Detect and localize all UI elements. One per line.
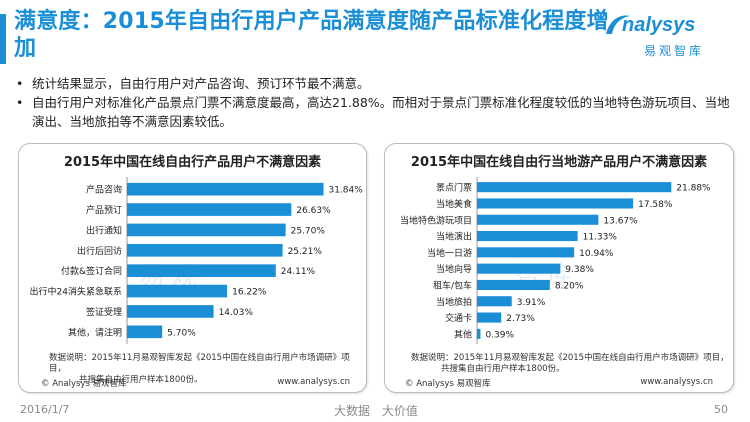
category-label: 产品预订 — [86, 204, 122, 216]
data-label: 13.67% — [603, 216, 638, 226]
chart-title-right: 2015年中国在线自由行当地游产品用户不满意因素 — [410, 155, 708, 170]
summary-bullets: 统计结果显示，自由行用户对产品咨询、预订环节最不满意。 自由行用户对标准化产品景… — [16, 74, 736, 131]
bar — [477, 296, 512, 307]
bar — [477, 214, 599, 225]
footer-slogan-b: 大价值 — [381, 404, 418, 418]
bar — [127, 243, 283, 257]
chart-panel-right: 智库 2015年中国在线自由行当地游产品用户不满意因素 景点门票 21.88% 当地… — [384, 143, 734, 393]
chart-panel-left: 易观 2015年中国在线自由行产品用户不满意因素 产品咨询31.84%产品预订2… — [18, 143, 367, 393]
bar — [127, 182, 324, 196]
data-label: 21.88% — [676, 184, 711, 194]
footer-slogan: 大数据 大价值 — [334, 402, 426, 419]
data-label: 31.84% — [328, 186, 363, 196]
bar — [477, 182, 672, 193]
data-label: 10.94% — [579, 249, 614, 259]
data-label: 25.21% — [288, 247, 323, 257]
bar — [477, 198, 634, 209]
category-label: 出行中24消失紧急联系 — [30, 286, 122, 298]
bar — [127, 203, 292, 216]
data-note-left: 数据说明：2015年11月易观智库发起《2015中国在线自由行用户市场调研》项目… — [49, 353, 366, 386]
data-label: 17.58% — [638, 200, 673, 210]
chart-title-left: 2015年中国在线自由行产品用户不满意因素 — [63, 155, 322, 170]
logo-word: nalysys — [622, 14, 696, 36]
data-label: 8.20% — [555, 281, 584, 291]
data-label: 11.33% — [583, 233, 618, 243]
category-label: 其他，请注明 — [68, 326, 122, 338]
category-label: 付款&签订合同 — [61, 265, 122, 277]
bar — [127, 223, 286, 237]
data-note-line: 共搜集自由行用户样本1800份。 — [441, 364, 565, 374]
data-label: 3.91% — [517, 298, 546, 308]
data-label: 5.70% — [167, 328, 196, 338]
bar — [127, 305, 214, 318]
data-note-line: 共搜集自由行用户样本1800份。 — [79, 375, 203, 385]
data-label: 25.70% — [291, 226, 326, 236]
category-label: 当地向导 — [436, 263, 472, 275]
data-label: 9.38% — [565, 265, 594, 275]
bar — [477, 312, 502, 323]
data-note-right: 数据说明：2015年11月易观智库发起《2015中国在线自由行用户市场调研》项目… — [411, 353, 729, 375]
bar — [127, 284, 228, 298]
category-label: 产品咨询 — [86, 184, 122, 196]
bullet-item: 自由行用户对标准化产品景点门票不满意度最高，高达21.88%。而相对于景点门票标… — [16, 93, 736, 131]
copyright-right: © Analysys 易观智库 — [405, 379, 491, 389]
page-title: 满意度：2015年自由行用户产品满意度随产品标准化程度增加 — [14, 9, 609, 61]
data-label: 14.03% — [219, 308, 254, 318]
category-label: 当地一日游 — [427, 247, 472, 259]
bar — [477, 263, 561, 274]
data-label: 26.63% — [296, 206, 331, 216]
bar — [477, 279, 550, 291]
bar — [477, 328, 481, 339]
bar — [477, 230, 578, 242]
category-label: 当地美食 — [436, 198, 472, 210]
category-label: 当地特色游玩项目 — [400, 214, 472, 226]
copyright-left: © Analysys 易观智库 — [41, 379, 127, 389]
data-label: 0.39% — [485, 330, 514, 340]
url-right: www.analysys.cn — [640, 377, 713, 387]
analysys-logo: nalysys 易观智库 — [606, 14, 738, 60]
category-label: 交通卡 — [445, 312, 472, 324]
page-number: 50 — [714, 403, 728, 416]
bar — [127, 264, 276, 278]
footer-date: 2016/1/7 — [20, 403, 70, 416]
data-label: 2.73% — [506, 314, 535, 324]
category-label: 出行后回访 — [77, 245, 122, 257]
bar-chart-left: 产品咨询 31.84% 产品预订 26.63% 出行通知 25.70% 出行后回访 25.21… — [30, 177, 363, 344]
footer-slogan-a: 大数据 — [334, 404, 371, 418]
category-label: 签证受理 — [86, 306, 122, 318]
data-label: 24.11% — [281, 267, 316, 277]
data-label: 16.22% — [232, 288, 267, 298]
category-label: 出行通知 — [86, 224, 122, 236]
data-note-line: 数据说明：2015年11月易观智库发起《2015中国在线自由行用户市场调研》项目… — [49, 353, 350, 374]
category-label: 当地旅拍 — [436, 296, 472, 308]
bar-chart-right: 景点门票 21.88% 当地美食 17.58% 当地特色游玩项目 13.67% 当地演出 11… — [400, 177, 711, 344]
bar — [477, 247, 575, 258]
bullet-item: 统计结果显示，自由行用户对产品咨询、预订环节最不满意。 — [16, 74, 736, 93]
title-accent-bar — [0, 14, 6, 64]
category-label: 景点门票 — [436, 182, 472, 194]
logo-swoosh-icon — [606, 15, 630, 34]
logo-cn-text: 易观智库 — [644, 44, 705, 58]
category-label: 其他 — [454, 328, 472, 340]
category-label: 租车/包车 — [433, 279, 472, 291]
url-left: www.analysys.cn — [277, 377, 350, 387]
bar — [127, 325, 163, 339]
data-note-line: 数据说明：2015年11月易观智库发起《2015中国在线自由行用户市场调研》项目… — [411, 353, 729, 363]
category-label: 当地演出 — [436, 231, 472, 243]
